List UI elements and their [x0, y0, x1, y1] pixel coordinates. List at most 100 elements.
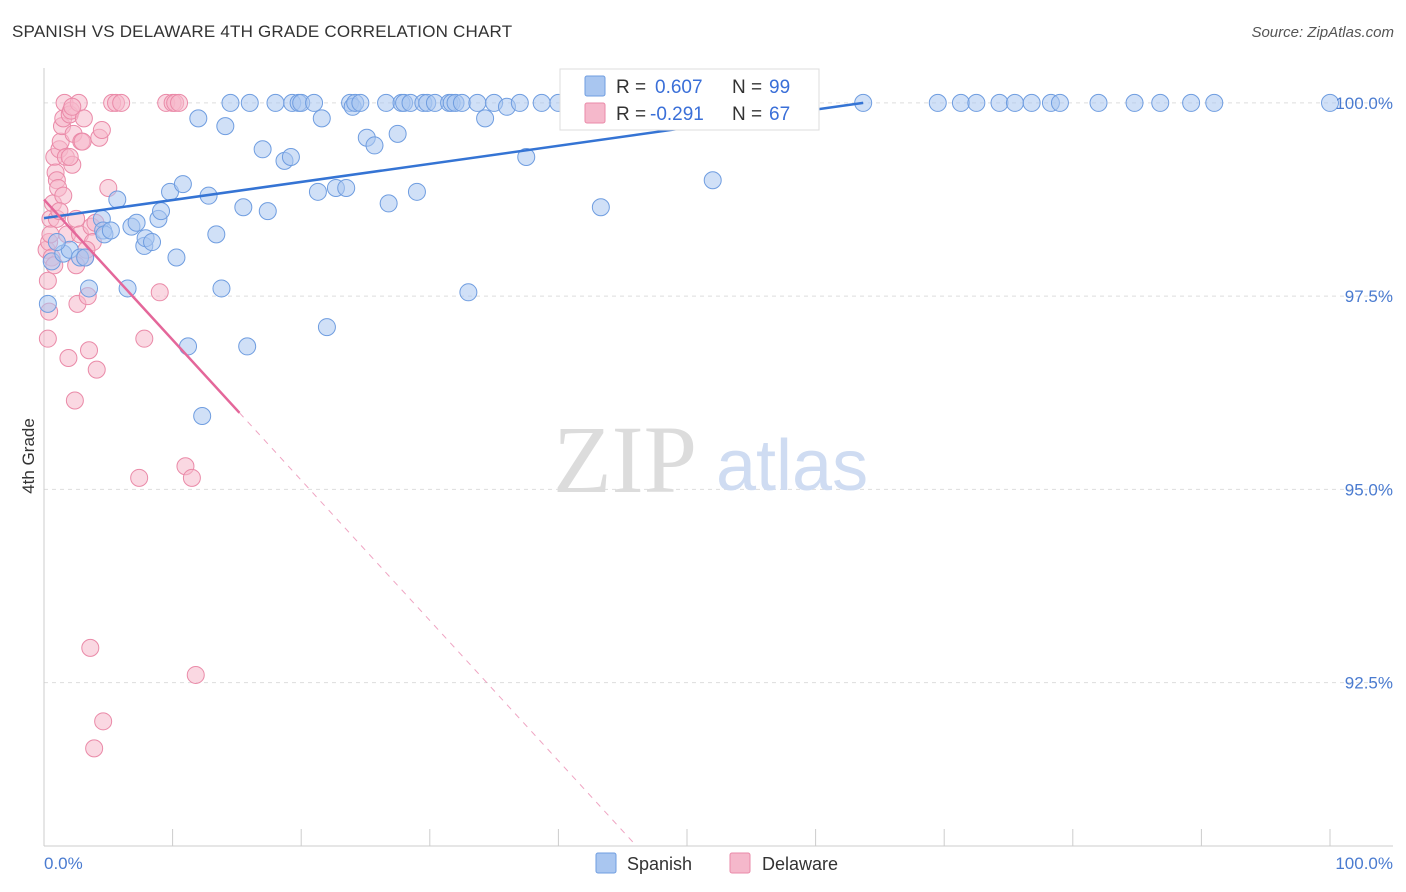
- bottom-legend-label-spanish: Spanish: [627, 854, 692, 874]
- delaware-point: [135, 329, 154, 348]
- spanish-point: [167, 248, 186, 267]
- spanish-point: [240, 93, 259, 112]
- chart-title: SPANISH VS DELAWARE 4TH GRADE CORRELATIO…: [12, 22, 513, 41]
- spanish-point: [207, 225, 226, 244]
- spanish-point: [253, 140, 272, 159]
- y-axis-title: 4th Grade: [19, 418, 38, 494]
- legend-swatch-delaware: [584, 102, 606, 124]
- legend-r-value-spanish: 0.607: [655, 77, 703, 98]
- spanish-point: [591, 198, 610, 217]
- spanish-point: [377, 93, 396, 112]
- spanish-point: [189, 109, 208, 128]
- delaware-point: [60, 148, 79, 167]
- spanish-point: [221, 93, 240, 112]
- legend: R = 0.607 N = 99 R = -0.291 N = 67: [559, 68, 820, 131]
- spanish-point: [1321, 93, 1339, 112]
- y-tick-label: 92.5%: [1345, 674, 1393, 693]
- spanish-point: [1050, 93, 1069, 112]
- spanish-point: [1205, 93, 1224, 112]
- delaware-point: [54, 186, 73, 205]
- spanish-point: [351, 93, 370, 112]
- y-tick-label: 95.0%: [1345, 480, 1393, 499]
- spanish-point: [76, 248, 95, 267]
- y-tick-labels: 100.0% 97.5% 95.0% 92.5%: [1335, 94, 1393, 693]
- delaware-point: [73, 132, 92, 151]
- axes: [43, 68, 1393, 847]
- spanish-point: [118, 279, 137, 298]
- spanish-point: [266, 93, 285, 112]
- legend-r-label-spanish: R =: [616, 77, 646, 98]
- spanish-point: [101, 221, 120, 240]
- watermark-atlas: atlas: [716, 426, 868, 506]
- spanish-point: [967, 93, 986, 112]
- watermark: ZIP atlas: [553, 406, 868, 513]
- bottom-legend-label-delaware: Delaware: [762, 854, 838, 874]
- legend-n-label-spanish: N =: [732, 77, 762, 98]
- spanish-point: [47, 233, 66, 252]
- spanish-point: [990, 93, 1009, 112]
- spanish-point: [1022, 93, 1041, 112]
- spanish-point: [1151, 93, 1170, 112]
- delaware-trend-extension: [239, 412, 636, 846]
- spanish-point: [452, 93, 471, 112]
- spanish-point: [365, 136, 384, 155]
- bottom-legend-swatch-spanish: [595, 852, 617, 874]
- delaware-point: [182, 468, 201, 487]
- delaware-point: [94, 712, 113, 731]
- x-tick-label-min: 0.0%: [44, 854, 83, 873]
- spanish-point: [928, 93, 947, 112]
- spanish-point: [152, 202, 171, 221]
- legend-n-value-spanish: 99: [769, 77, 790, 98]
- delaware-point: [92, 120, 111, 139]
- bottom-legend-swatch-delaware: [729, 852, 751, 874]
- spanish-point: [212, 279, 231, 298]
- spanish-point: [459, 283, 478, 302]
- spanish-point: [1005, 93, 1024, 112]
- delaware-point: [38, 329, 57, 348]
- spanish-point: [38, 294, 57, 313]
- delaware-trend-line: [43, 198, 241, 414]
- spanish-points: [38, 93, 1339, 425]
- delaware-point: [186, 665, 205, 684]
- delaware-point: [65, 391, 84, 410]
- delaware-point: [59, 349, 78, 368]
- legend-r-label-delaware: R =: [616, 104, 646, 125]
- spanish-point: [216, 117, 235, 136]
- spanish-point: [1089, 93, 1108, 112]
- y-tick-label: 97.5%: [1345, 287, 1393, 306]
- spanish-point: [305, 93, 324, 112]
- legend-n-label-delaware: N =: [732, 104, 762, 125]
- spanish-point: [193, 406, 212, 425]
- spanish-point: [317, 318, 336, 337]
- spanish-point: [388, 124, 407, 143]
- spanish-point: [234, 198, 253, 217]
- legend-n-value-delaware: 67: [769, 104, 790, 125]
- spanish-point: [281, 148, 300, 167]
- spanish-point: [510, 93, 529, 112]
- spanish-point: [1125, 93, 1144, 112]
- spanish-point: [127, 213, 146, 232]
- spanish-point: [532, 93, 551, 112]
- spanish-point: [308, 182, 327, 201]
- spanish-point: [407, 182, 426, 201]
- delaware-points: [37, 93, 205, 758]
- spanish-point: [517, 148, 536, 167]
- spanish-point: [179, 337, 198, 356]
- spanish-point: [1182, 93, 1201, 112]
- spanish-point: [379, 194, 398, 213]
- delaware-point: [63, 97, 82, 116]
- delaware-point: [38, 271, 57, 290]
- spanish-point: [476, 109, 495, 128]
- legend-swatch-spanish: [584, 75, 606, 97]
- legend-r-value-delaware: -0.291: [650, 104, 704, 125]
- spanish-point: [143, 233, 162, 252]
- delaware-point: [74, 109, 93, 128]
- spanish-point: [337, 178, 356, 197]
- bottom-legend: Spanish Delaware: [595, 852, 838, 874]
- spanish-point: [173, 175, 192, 194]
- delaware-point: [150, 283, 169, 302]
- y-tick-label: 100.0%: [1335, 94, 1393, 113]
- watermark-zip: ZIP: [553, 406, 697, 513]
- spanish-point: [312, 109, 331, 128]
